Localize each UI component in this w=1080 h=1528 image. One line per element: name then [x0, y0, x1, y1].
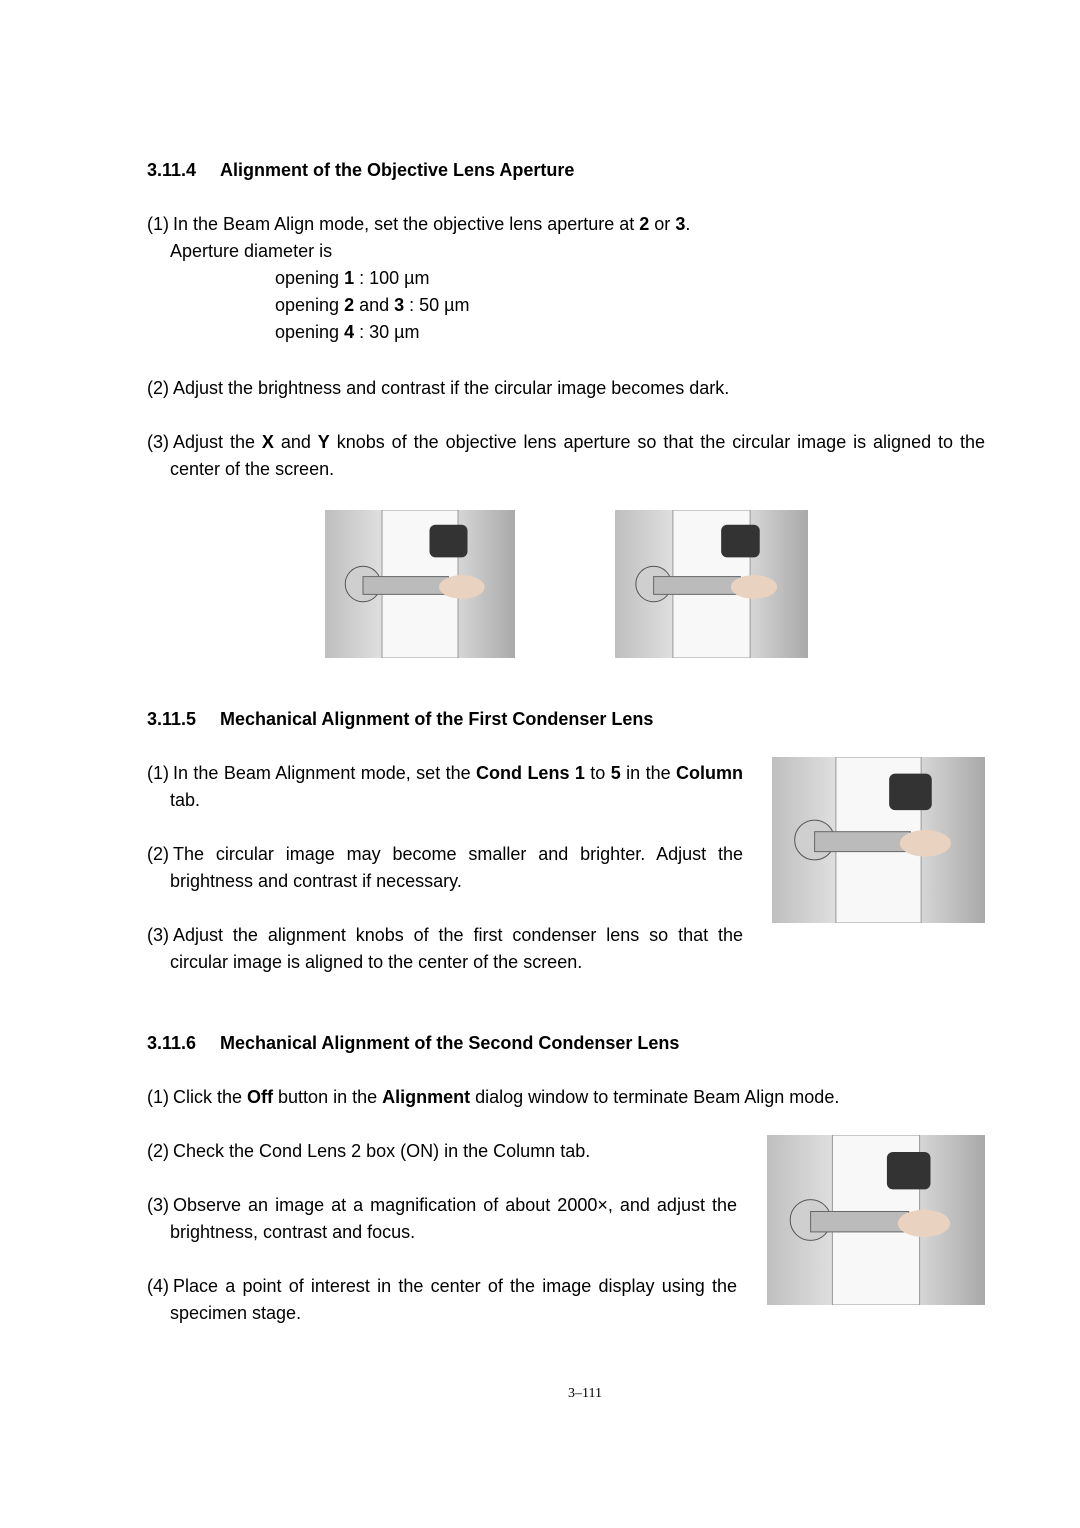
text-run: In the Beam Align mode, set the objectiv… [173, 214, 640, 234]
bold-run: 2 [639, 214, 650, 234]
list-item: (2) Check the Cond Lens 2 box (ON) in the… [147, 1138, 737, 1165]
bold-run: 5 [610, 763, 621, 783]
section-number: 3.11.6 [147, 1033, 197, 1053]
bold-run: Cond Lens 1 [476, 763, 585, 783]
text-run: to [584, 763, 611, 783]
text-run: Adjust the alignment knobs of the first … [170, 925, 743, 972]
photo-illustration [767, 1135, 985, 1305]
section-title: Mechanical Alignment of the Second Conde… [220, 1033, 680, 1053]
section: 3.11.6 Mechanical Alignment of the Second… [147, 1030, 985, 1327]
photo-illustration [325, 510, 515, 658]
text-run: Observe an image at a magnification of a… [170, 1195, 737, 1242]
bold-run: Off [247, 1087, 274, 1107]
photo [767, 1135, 985, 1305]
item-label: (3) [147, 432, 169, 452]
section: 3.11.5 Mechanical Alignment of the First … [147, 706, 985, 976]
text-run: : 50 µm [404, 295, 470, 315]
photo-row [147, 510, 985, 658]
bold-run: 1 [344, 268, 355, 288]
text-run: Adjust the brightness and contrast if th… [173, 378, 730, 398]
text-run: in the [620, 763, 676, 783]
list-item: (3) Observe an image at a magnification o… [147, 1192, 737, 1246]
opening-line: opening 2 and 3 : 50 µm [170, 292, 985, 319]
item-label: (3) [147, 1195, 169, 1215]
list-item: (4) Place a point of interest in the cent… [147, 1273, 737, 1327]
item-label: (2) [147, 844, 169, 864]
text-run: and [273, 432, 318, 452]
text-run: dialog window to terminate Beam Align mo… [470, 1087, 840, 1107]
text-run: button in the [273, 1087, 383, 1107]
list-item: (1) In the Beam Align mode, set the objec… [147, 211, 985, 346]
text-run: opening [275, 268, 345, 288]
photo [325, 510, 515, 658]
bold-run: 2 [344, 295, 355, 315]
section-title: Alignment of the Objective Lens Aperture [220, 160, 575, 180]
bold-run: Column [676, 763, 743, 783]
text-run: : 100 µm [354, 268, 430, 288]
section-number: 3.11.4 [147, 160, 197, 180]
list-item: (3) Adjust the alignment knobs of the fir… [147, 922, 743, 976]
item-note: Aperture diameter is [170, 241, 333, 261]
text-run: knobs of the objective lens aperture so … [170, 432, 985, 479]
photo [615, 510, 808, 658]
list-item: (1) Click the Off button in the Alignment… [147, 1084, 985, 1111]
text-run: opening [275, 295, 345, 315]
item-label: (1) [147, 214, 169, 234]
item-label: (3) [147, 925, 169, 945]
section: 3.11.4 Alignment of the Objective Lens Ap… [147, 157, 985, 658]
text-run: . [685, 214, 691, 234]
photo-illustration [615, 510, 808, 658]
photo-illustration [772, 757, 985, 923]
bold-run: Alignment [382, 1087, 471, 1107]
text-run: and [354, 295, 395, 315]
list-item: (1) In the Beam Alignment mode, set the C… [147, 760, 743, 814]
content: 3.11.4 Alignment of the Objective Lens Ap… [147, 157, 985, 1354]
item-label: (1) [147, 763, 169, 783]
text-run: The circular image may become smaller an… [170, 844, 743, 891]
photo [772, 757, 985, 923]
bold-run: X [261, 432, 274, 452]
bold-run: 4 [344, 322, 355, 342]
text-run: or [649, 214, 676, 234]
opening-line: opening 1 : 100 µm [170, 265, 985, 292]
bold-run: 3 [394, 295, 405, 315]
opening-line: opening 4 : 30 µm [170, 319, 985, 346]
text-run: tab. [170, 790, 201, 810]
page-number: 3–111 [568, 1386, 602, 1401]
text-run: Click the [173, 1087, 248, 1107]
bold-run: 3 [675, 214, 686, 234]
item-label: (2) [147, 1141, 169, 1161]
bold-run: Y [317, 432, 330, 452]
text-run: opening [275, 322, 345, 342]
item-label: (4) [147, 1276, 169, 1296]
text-run: In the Beam Alignment mode, set the [173, 763, 477, 783]
list-item: (3) Adjust the X and Y knobs of the objec… [147, 429, 985, 483]
text-run: Check the Cond Lens 2 box (ON) in the Co… [173, 1141, 591, 1161]
section-heading: 3.11.5 Mechanical Alignment of the First … [147, 706, 985, 733]
list-item: (2) The circular image may become smaller… [147, 841, 743, 895]
item-label: (1) [147, 1087, 169, 1107]
list-item: (2) Adjust the brightness and contrast if… [147, 375, 985, 402]
text-run: : 30 µm [354, 322, 420, 342]
section-heading: 3.11.6 Mechanical Alignment of the Second… [147, 1030, 985, 1057]
section-number: 3.11.5 [147, 709, 197, 729]
text-run: Adjust the [173, 432, 262, 452]
item-label: (2) [147, 378, 169, 398]
section-title: Mechanical Alignment of the First Conden… [220, 709, 654, 729]
text-run: Place a point of interest in the center … [170, 1276, 737, 1323]
section-heading: 3.11.4 Alignment of the Objective Lens Ap… [147, 157, 985, 184]
